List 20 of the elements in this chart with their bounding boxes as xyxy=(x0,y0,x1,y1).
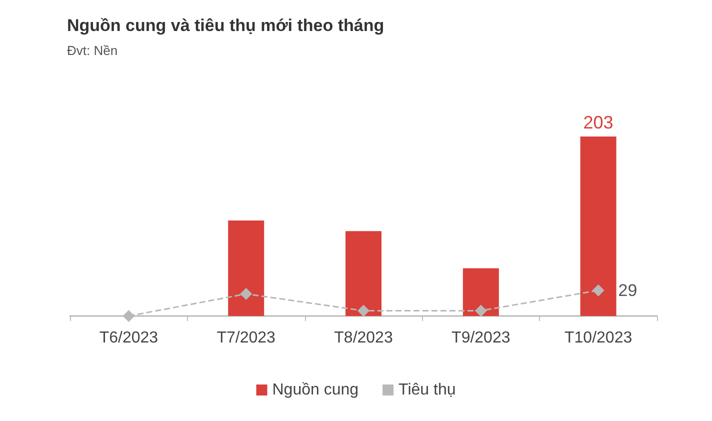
chart-subtitle: Đvt: Nền xyxy=(67,43,118,58)
x-tick-label: T8/2023 xyxy=(334,330,393,346)
x-tick-label: T7/2023 xyxy=(216,330,276,346)
legend-label: Tiêu thụ xyxy=(398,382,456,398)
chart-title: Nguồn cung và tiêu thụ mới theo tháng xyxy=(67,16,384,35)
point xyxy=(240,288,252,300)
bar xyxy=(580,136,616,316)
x-tick-label: T10/2023 xyxy=(564,330,632,346)
legend-label: Nguồn cung xyxy=(272,382,359,398)
point xyxy=(122,310,135,322)
bar xyxy=(462,268,499,316)
data-label: 203 xyxy=(583,112,614,133)
bar xyxy=(228,220,264,316)
point xyxy=(592,284,604,296)
x-tick-label: T6/2023 xyxy=(99,330,158,346)
point xyxy=(358,304,370,317)
x-tick-label: T9/2023 xyxy=(452,330,510,346)
point xyxy=(474,304,487,317)
bar xyxy=(346,231,382,316)
data-label: 29 xyxy=(618,280,638,300)
